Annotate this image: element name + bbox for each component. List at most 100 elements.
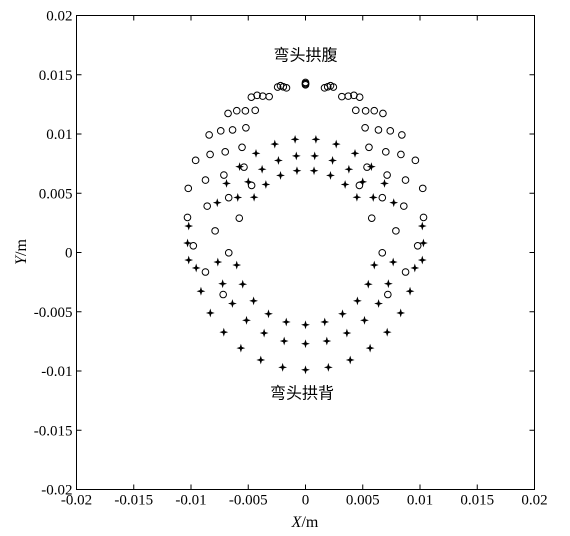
circle-point [203, 202, 211, 210]
star-point [191, 263, 201, 273]
circle-point [398, 131, 406, 139]
circle-point [232, 106, 241, 115]
star-point [228, 299, 237, 308]
y-axis-unit: /m [13, 239, 30, 256]
circle-point [219, 290, 227, 299]
star-point [323, 362, 333, 372]
circle-point [374, 126, 383, 134]
circle-point [224, 193, 233, 202]
annotation-label: 弯头拱腹 [273, 46, 337, 65]
star-point [320, 317, 330, 327]
star-point [183, 238, 192, 248]
star-point [278, 362, 288, 372]
star-point [249, 192, 259, 202]
circle-point [392, 227, 400, 235]
star-point [331, 139, 341, 149]
circle-point [201, 268, 210, 276]
circle-point [189, 242, 198, 250]
y-tick-label: 0.015 [39, 68, 73, 84]
star-point [338, 309, 347, 319]
circle-point [221, 148, 230, 156]
star-point [274, 156, 283, 165]
star-point [310, 151, 320, 161]
circle-point [361, 123, 369, 132]
star-point [365, 343, 375, 353]
data-points [183, 78, 428, 375]
star-point [374, 299, 383, 308]
star-point [344, 164, 354, 174]
star-point [360, 315, 369, 325]
circle-point [235, 214, 244, 222]
circle-point [378, 193, 387, 202]
x-tick-label: -0.005 [229, 493, 268, 509]
star-point [233, 193, 243, 202]
y-axis-title: Y/m [13, 239, 30, 265]
star-point [358, 177, 368, 187]
star-point [264, 309, 273, 319]
circle-point [338, 92, 346, 101]
star-point [259, 328, 269, 338]
x-tick-label: 0 [302, 493, 310, 509]
x-tick-label: -0.01 [175, 493, 206, 509]
star-point [243, 177, 253, 187]
circle-point [224, 109, 232, 118]
circle-point [370, 106, 379, 115]
circle-point [220, 171, 228, 179]
x-tick-label: 0.01 [407, 493, 433, 509]
circle-point [273, 83, 282, 91]
circle-point [247, 93, 256, 102]
y-tick-label: 0.02 [46, 9, 72, 25]
circle-point [378, 248, 387, 257]
circle-point [351, 106, 360, 115]
circle-point [411, 156, 420, 165]
circle-point [384, 290, 392, 299]
star-point [363, 279, 373, 289]
star-point [205, 308, 215, 318]
star-point [352, 192, 362, 202]
circle-point [201, 176, 210, 184]
x-tick-label: -0.015 [114, 493, 153, 509]
circle-point [241, 107, 250, 115]
circle-point [258, 92, 267, 100]
circle-point [183, 213, 192, 222]
star-point [350, 148, 360, 158]
circle-point [419, 213, 428, 222]
star-point [311, 134, 321, 144]
annotation-label: 弯头拱背 [270, 383, 334, 402]
star-point [270, 139, 280, 149]
circle-point [401, 176, 410, 184]
star-point [219, 327, 229, 337]
y-tick-label: -0.01 [41, 364, 72, 380]
circle-point [413, 242, 422, 250]
star-point [212, 198, 222, 208]
y-tick-label: -0.02 [41, 483, 72, 499]
circle-point [383, 171, 391, 179]
star-point [366, 162, 376, 172]
circle-point [224, 248, 233, 257]
star-point [222, 178, 231, 188]
star-point [249, 296, 258, 306]
star-point [213, 257, 223, 267]
circle-point [379, 109, 387, 118]
circle-point [381, 148, 390, 156]
star-point [235, 162, 245, 172]
circle-point [397, 150, 405, 159]
circle-point [206, 150, 214, 159]
circle-point [400, 202, 408, 210]
circle-point [265, 92, 273, 101]
axis-ticks [76, 15, 535, 490]
star-point [369, 260, 379, 270]
circle-point [367, 214, 376, 222]
y-tick-labels: 0.02 0.015 0.01 0.005 0 -0.005 -0.01 -0.015 -0.0… [34, 9, 73, 499]
star-point [340, 180, 350, 189]
circle-point [242, 123, 250, 132]
y-tick-label: 0.005 [39, 186, 73, 202]
x-axis-title: X/m [291, 514, 319, 531]
x-tick-label: 0.005 [346, 493, 380, 509]
circle-point [238, 143, 246, 152]
x-axis-var: X [291, 514, 303, 531]
circle-point [184, 184, 193, 193]
circle-point [228, 126, 237, 134]
